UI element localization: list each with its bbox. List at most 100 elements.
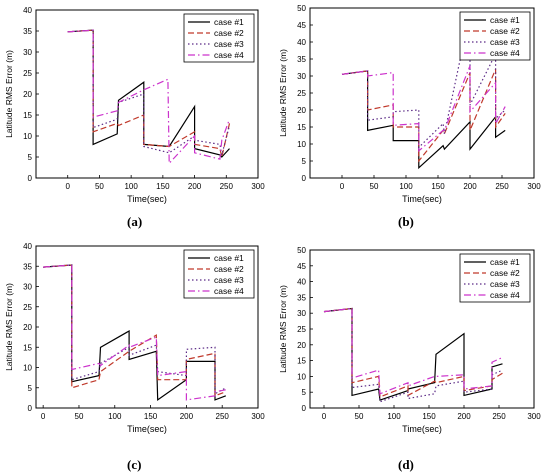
y-tick-label-a-25: 25 <box>23 69 32 78</box>
y-tick-label-d-25: 25 <box>297 325 306 334</box>
y-tick-label-b-50: 50 <box>297 4 306 13</box>
x-tick-label-c-0: 0 <box>41 412 46 421</box>
legend-label-c-1: case #1 <box>214 253 244 263</box>
y-tick-label-d-5: 5 <box>302 388 307 397</box>
series-line-c-4 <box>43 264 226 401</box>
legend-label-b-1: case #1 <box>490 15 520 25</box>
y-tick-label-a-10: 10 <box>23 132 32 141</box>
x-tick-label-c-300: 300 <box>251 412 265 421</box>
chart-d: 0 50 100 150 200 250 300 0 5 10 15 20 25 30 35 40 45 50 Ti… <box>278 246 541 434</box>
x-tick-label-b-0: 0 <box>340 182 345 191</box>
y-tick-label-d-40: 40 <box>297 278 306 287</box>
legend-label-d-3: case #3 <box>490 279 520 289</box>
x-tick-label-c-200: 200 <box>180 412 194 421</box>
legend-label-b-4: case #4 <box>490 48 520 58</box>
x-tick-label-a-50: 50 <box>95 182 104 191</box>
x-tick-label-d-250: 250 <box>492 412 506 421</box>
x-tick-label-a-250: 250 <box>220 182 234 191</box>
y-tick-label-b-40: 40 <box>297 38 306 47</box>
x-tick-label-a-300: 300 <box>251 182 265 191</box>
y-tick-label-d-50: 50 <box>297 246 306 255</box>
x-tick-label-b-150: 150 <box>431 182 445 191</box>
caption-d: (d) <box>398 457 414 472</box>
y-tick-label-c-20: 20 <box>23 323 32 332</box>
chart-b: 0 50 100 150 200 250 300 0 5 10 15 20 25 30 35 40 45 50 Ti… <box>278 4 541 204</box>
series-line-c-2 <box>43 264 227 397</box>
y-axis-label-c: Latitude RMS Error (m) <box>4 283 14 371</box>
y-tick-label-d-20: 20 <box>297 341 306 350</box>
y-tick-label-b-45: 45 <box>297 21 306 30</box>
x-axis-label-b: Time(sec) <box>402 194 442 204</box>
y-tick-label-b-0: 0 <box>302 174 307 183</box>
y-tick-label-c-5: 5 <box>28 384 33 393</box>
y-tick-label-c-35: 35 <box>23 262 32 271</box>
y-tick-label-c-30: 30 <box>23 283 32 292</box>
y-tick-label-a-0: 0 <box>28 174 33 183</box>
x-tick-label-c-50: 50 <box>75 412 84 421</box>
y-tick-label-a-15: 15 <box>23 111 32 120</box>
legend-label-c-3: case #3 <box>214 275 244 285</box>
y-tick-label-a-20: 20 <box>23 90 32 99</box>
y-tick-label-b-15: 15 <box>297 123 306 132</box>
y-tick-label-b-20: 20 <box>297 106 306 115</box>
y-tick-label-d-35: 35 <box>297 293 306 302</box>
x-tick-label-a-150: 150 <box>156 182 170 191</box>
series-line-d-4 <box>323 307 503 395</box>
x-axis-label-c: Time(sec) <box>127 424 167 434</box>
caption-b: (b) <box>398 214 414 229</box>
legend-label-d-4: case #4 <box>490 290 520 300</box>
x-axis-label-d: Time(sec) <box>402 424 442 434</box>
y-tick-label-b-25: 25 <box>297 89 306 98</box>
y-tick-label-d-0: 0 <box>302 404 307 413</box>
y-axis-label-a: Latitude RMS Error (m) <box>4 50 14 138</box>
legend-label-c-4: case #4 <box>214 286 244 296</box>
y-tick-label-d-10: 10 <box>297 372 306 381</box>
y-tick-label-d-15: 15 <box>297 357 306 366</box>
legend-label-a-4: case #4 <box>214 50 244 60</box>
y-tick-label-c-25: 25 <box>23 303 32 312</box>
x-tick-label-a-0: 0 <box>65 182 70 191</box>
series-line-b-1 <box>341 70 506 170</box>
series-line-c-1 <box>43 264 227 402</box>
y-tick-label-b-10: 10 <box>297 140 306 149</box>
x-tick-label-a-200: 200 <box>188 182 202 191</box>
y-tick-label-a-40: 40 <box>23 6 32 15</box>
x-tick-label-b-50: 50 <box>370 182 379 191</box>
series-line-b-4 <box>341 65 506 153</box>
x-tick-label-b-200: 200 <box>463 182 477 191</box>
x-tick-label-c-100: 100 <box>108 412 122 421</box>
y-tick-label-a-30: 30 <box>23 48 32 57</box>
legend-label-d-1: case #1 <box>490 257 520 267</box>
x-tick-label-b-250: 250 <box>495 182 509 191</box>
legend-label-b-3: case #3 <box>490 37 520 47</box>
y-axis-label-d: Latitude RMS Error (m) <box>278 285 288 373</box>
x-tick-label-d-200: 200 <box>457 412 471 421</box>
series-line-b-3 <box>341 12 506 149</box>
caption-a: (a) <box>127 214 143 229</box>
y-tick-label-d-45: 45 <box>297 262 306 271</box>
legend-label-d-2: case #2 <box>490 268 520 278</box>
x-tick-label-d-50: 50 <box>355 412 364 421</box>
x-tick-label-b-100: 100 <box>399 182 413 191</box>
legend-label-a-1: case #1 <box>214 17 244 27</box>
x-axis-label-a: Time(sec) <box>127 194 167 204</box>
x-tick-label-a-100: 100 <box>124 182 138 191</box>
series-line-c-3 <box>43 264 227 395</box>
x-tick-label-d-100: 100 <box>387 412 401 421</box>
x-tick-label-d-150: 150 <box>422 412 436 421</box>
x-tick-label-d-0: 0 <box>322 412 327 421</box>
y-tick-label-c-10: 10 <box>23 364 32 373</box>
chart-a: 0 50 100 150 200 250 300 0 5 10 15 20 25 30 35 40 Time(s… <box>4 6 265 204</box>
y-tick-label-c-0: 0 <box>28 404 33 413</box>
y-tick-label-a-35: 35 <box>23 27 32 36</box>
series-line-a-2 <box>67 29 231 158</box>
legend-label-a-3: case #3 <box>214 39 244 49</box>
x-tick-label-c-250: 250 <box>216 412 230 421</box>
y-tick-label-c-15: 15 <box>23 343 32 352</box>
series-line-d-3 <box>323 307 503 403</box>
y-tick-label-a-5: 5 <box>28 153 33 162</box>
x-tick-label-d-300: 300 <box>527 412 541 421</box>
y-axis-label-b: Latitude RMS Error (m) <box>278 49 288 137</box>
y-tick-label-d-30: 30 <box>297 309 306 318</box>
